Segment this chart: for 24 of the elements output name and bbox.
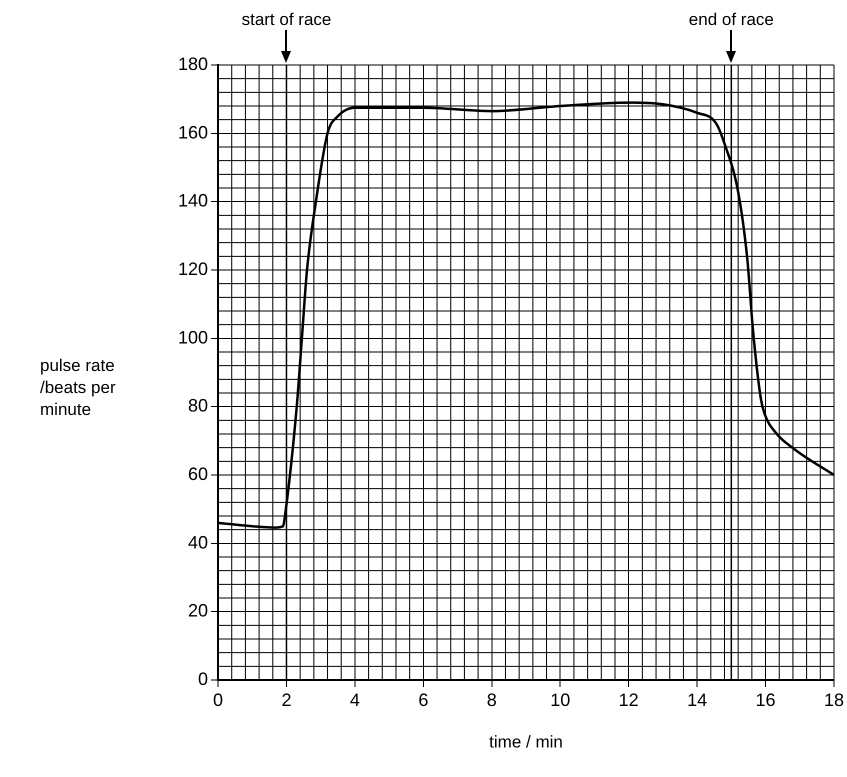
x-tick-label: 6 bbox=[418, 690, 428, 710]
y-tick-label: 0 bbox=[198, 668, 208, 689]
x-tick-label: 12 bbox=[618, 690, 639, 710]
y-tick-label: 140 bbox=[178, 190, 208, 211]
y-tick-label: 180 bbox=[178, 54, 208, 74]
x-tick-label: 18 bbox=[824, 690, 844, 710]
x-tick-label: 0 bbox=[213, 690, 224, 710]
x-tick-label: 10 bbox=[550, 690, 570, 710]
y-axis-title: pulse rate /beats per minute bbox=[40, 355, 117, 421]
x-axis-title: time / min bbox=[489, 732, 563, 752]
y-tick-label: 40 bbox=[188, 532, 208, 552]
y-tick-label: 20 bbox=[188, 600, 208, 621]
x-tick-label: 2 bbox=[281, 690, 292, 710]
y-tick-label: 160 bbox=[178, 122, 208, 142]
y-tick-label: 100 bbox=[178, 327, 208, 348]
ref-line-label: start of race bbox=[242, 10, 332, 29]
x-tick-label: 8 bbox=[486, 690, 497, 710]
y-tick-label: 120 bbox=[178, 258, 208, 279]
y-tick-label: 80 bbox=[188, 396, 208, 416]
x-tick-label: 4 bbox=[350, 690, 360, 710]
x-tick-label: 16 bbox=[756, 690, 776, 710]
ref-line-label: end of race bbox=[688, 10, 774, 29]
x-tick-label: 14 bbox=[687, 690, 708, 710]
y-tick-label: 60 bbox=[188, 464, 208, 484]
